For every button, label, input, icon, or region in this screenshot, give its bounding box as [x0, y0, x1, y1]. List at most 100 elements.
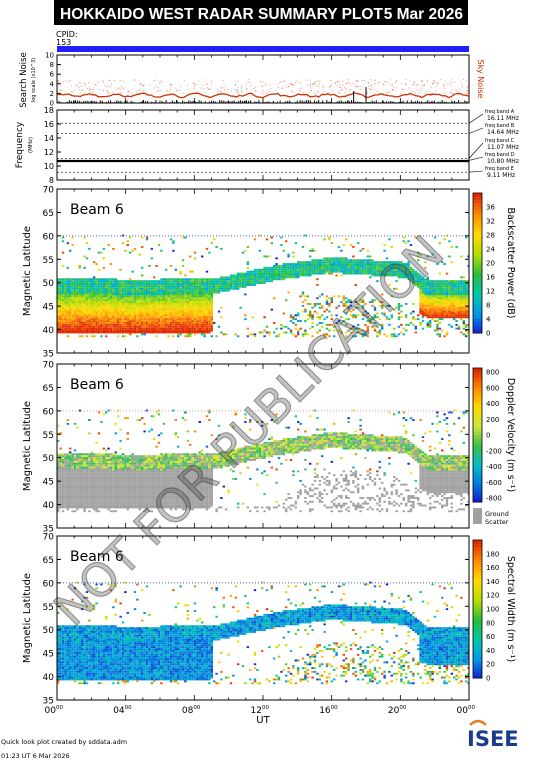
data-cell	[73, 495, 77, 497]
data-cell	[453, 301, 456, 303]
data-cell	[366, 312, 369, 315]
data-cell	[270, 280, 273, 283]
data-cell	[445, 312, 449, 315]
data-cell	[177, 280, 180, 283]
data-cell	[76, 483, 79, 486]
data-cell	[251, 280, 254, 283]
noise-point	[315, 93, 317, 95]
data-cell	[143, 289, 146, 292]
data-cell	[105, 297, 108, 300]
data-cell	[234, 285, 237, 288]
data-cell	[424, 303, 427, 305]
data-cell	[141, 295, 144, 298]
data-cell	[263, 266, 266, 269]
data-cell	[88, 460, 91, 463]
data-cell	[443, 293, 446, 296]
data-cell	[88, 464, 91, 467]
data-cell	[145, 238, 149, 241]
data-cell	[107, 278, 110, 281]
data-cell	[371, 318, 374, 321]
noise-point	[79, 92, 81, 94]
data-cell	[105, 312, 108, 315]
noise-point	[382, 93, 384, 95]
data-cell	[76, 282, 79, 284]
data-cell	[61, 293, 65, 296]
data-cell	[112, 299, 115, 302]
data-cell	[172, 306, 175, 309]
data-cell	[119, 295, 122, 298]
data-cell	[64, 320, 67, 322]
data-cell	[73, 474, 77, 477]
data-cell	[97, 495, 101, 497]
data-cell	[318, 259, 321, 262]
data-cell	[141, 327, 144, 330]
data-cell	[177, 285, 180, 288]
data-cell	[157, 310, 161, 313]
data-cell	[201, 291, 204, 294]
data-cell	[121, 329, 125, 332]
data-cell	[59, 285, 62, 288]
data-cell	[93, 331, 96, 334]
data-cell	[349, 272, 353, 275]
noise-point	[166, 90, 168, 92]
data-cell	[181, 297, 185, 300]
data-cell	[179, 291, 182, 294]
data-cell	[203, 314, 206, 317]
data-cell	[81, 331, 84, 334]
data-cell	[203, 327, 206, 330]
data-cell	[141, 333, 144, 336]
data-cell	[424, 285, 427, 288]
data-cell	[196, 301, 199, 303]
data-cell	[460, 255, 463, 258]
data-cell	[299, 265, 302, 267]
data-cell	[186, 314, 189, 317]
data-cell	[330, 272, 333, 275]
colorbar-label: Backscatter Power (dB)	[505, 208, 516, 319]
data-cell	[90, 468, 93, 471]
data-cell	[205, 287, 209, 290]
data-cell	[81, 323, 84, 326]
data-cell	[117, 325, 120, 328]
colorbar-tick-label: 20	[486, 260, 495, 268]
data-cell	[443, 312, 446, 315]
data-cell	[90, 308, 93, 311]
data-cell	[361, 261, 365, 264]
data-cell	[177, 316, 180, 319]
noise-point	[341, 87, 343, 89]
data-cell	[145, 287, 149, 290]
data-cell	[181, 278, 185, 281]
data-cell	[438, 312, 441, 315]
noise-point	[394, 81, 396, 83]
data-cell	[388, 318, 391, 321]
noise-point	[376, 90, 378, 92]
data-cell	[189, 327, 192, 330]
data-cell	[239, 278, 242, 281]
data-cell	[282, 331, 285, 334]
data-cell	[405, 274, 408, 277]
data-cell	[66, 322, 69, 324]
data-cell	[83, 457, 86, 459]
data-cell	[129, 316, 132, 319]
data-cell	[105, 472, 108, 475]
data-cell	[59, 495, 62, 497]
data-cell	[313, 268, 317, 271]
data-cell	[253, 278, 257, 281]
data-cell	[179, 295, 182, 298]
data-cell	[405, 270, 408, 273]
data-cell	[354, 272, 357, 275]
data-cell	[105, 459, 108, 461]
data-cell	[107, 327, 110, 330]
data-cell	[83, 312, 86, 315]
data-cell	[462, 276, 465, 279]
data-cell	[169, 314, 173, 317]
data-cell	[419, 285, 422, 288]
noise-point	[83, 82, 85, 84]
data-cell	[436, 323, 439, 326]
data-cell	[93, 295, 96, 298]
data-cell	[64, 329, 67, 332]
data-cell	[83, 314, 86, 317]
colorbar-segment	[473, 329, 482, 334]
data-cell	[441, 329, 444, 332]
data-cell	[333, 335, 336, 338]
data-cell	[102, 485, 105, 488]
